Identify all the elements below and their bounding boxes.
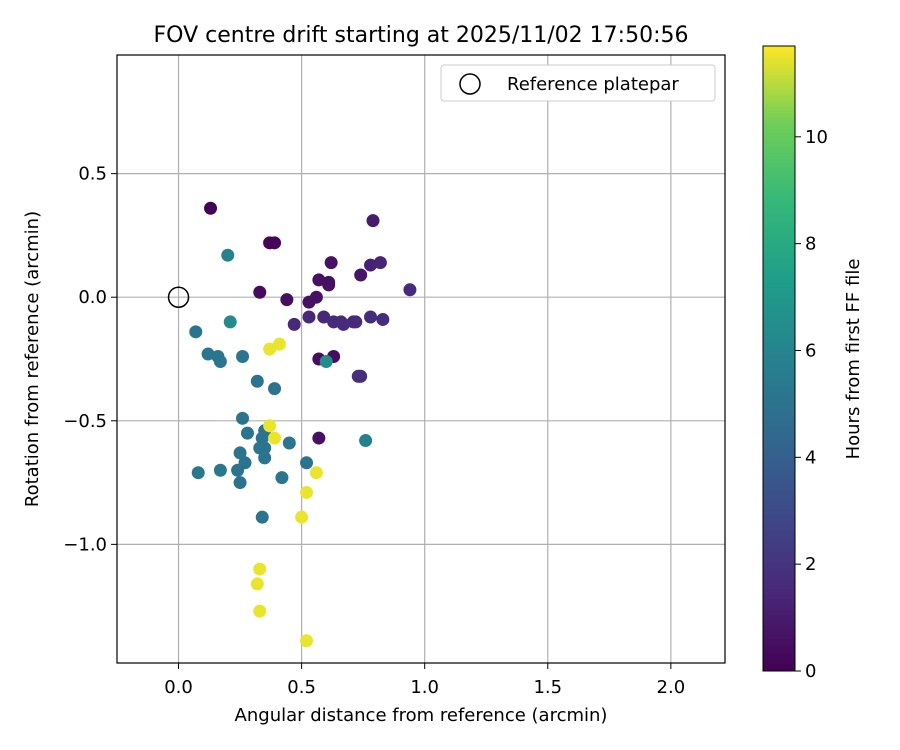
data-point <box>354 268 368 282</box>
data-point <box>258 451 272 465</box>
colorbar-tick-label: 2 <box>805 554 816 575</box>
data-point <box>263 419 277 433</box>
data-point <box>268 236 282 250</box>
reference-platepar-marker <box>167 286 190 308</box>
data-point <box>309 290 323 304</box>
data-point <box>317 310 331 324</box>
data-point <box>324 256 338 270</box>
data-point <box>364 258 378 272</box>
data-point <box>231 463 245 477</box>
data-point <box>322 275 336 289</box>
y-tick-label: 0.0 <box>78 287 107 308</box>
reference-marker-layer <box>167 286 190 308</box>
data-point <box>233 476 247 490</box>
x-tick-label: 0.5 <box>287 677 316 698</box>
data-point <box>253 562 267 576</box>
plot-frame <box>116 54 726 664</box>
data-point <box>236 411 250 425</box>
x-tick-label: 2.0 <box>657 677 686 698</box>
grid-layer <box>117 55 725 663</box>
data-point <box>223 315 237 329</box>
colorbar-tick-label: 8 <box>805 234 816 255</box>
data-point <box>366 214 380 228</box>
y-tick-label: −1.0 <box>63 534 107 555</box>
data-point <box>268 431 282 445</box>
data-point <box>189 325 203 339</box>
data-point <box>287 317 301 331</box>
data-point <box>373 256 387 270</box>
data-point <box>213 463 227 477</box>
x-axis-label: Angular distance from reference (arcmin) <box>235 705 608 726</box>
legend-box <box>440 64 716 102</box>
data-point <box>250 577 264 591</box>
data-point <box>213 354 227 368</box>
x-tick-label: 1.0 <box>410 677 439 698</box>
data-point <box>255 431 269 445</box>
legend-label: Reference platepar <box>507 74 679 95</box>
data-point <box>376 312 390 326</box>
y-tick-label: −0.5 <box>63 411 107 432</box>
data-point <box>282 436 296 450</box>
data-point <box>272 337 286 351</box>
colorbar-ticks: 0 2 4 6 8 10 <box>795 127 828 682</box>
data-point <box>300 456 314 470</box>
data-point <box>263 342 277 356</box>
y-axis-ticks: 0.5 0.0 −0.5 −1.0 <box>63 164 117 555</box>
data-point <box>191 466 205 480</box>
colorbar-label: Hours from first FF file <box>843 259 864 460</box>
x-tick-label: 1.5 <box>533 677 562 698</box>
data-point <box>336 317 350 331</box>
colorbar-tick-label: 0 <box>805 661 816 682</box>
data-point <box>258 441 272 455</box>
x-tick-label: 0.0 <box>164 677 193 698</box>
colorbar <box>762 45 796 672</box>
data-points <box>189 201 417 648</box>
data-point <box>359 434 373 448</box>
colorbar-tick-label: 6 <box>805 340 816 361</box>
y-axis-label: Rotation from reference (arcmin) <box>22 211 43 507</box>
data-point <box>275 471 289 485</box>
data-point <box>300 634 314 648</box>
data-point <box>312 431 326 445</box>
data-point <box>403 283 417 297</box>
chart-title: FOV centre drift starting at 2025/11/02 … <box>154 23 689 48</box>
data-point <box>233 446 247 460</box>
colorbar-tick-label: 4 <box>805 447 816 468</box>
data-point <box>312 273 326 287</box>
data-point <box>250 374 264 388</box>
legend: Reference platepar <box>440 64 716 102</box>
data-point <box>236 350 250 364</box>
y-tick-label: 0.5 <box>78 164 107 185</box>
data-point <box>255 510 269 524</box>
data-point <box>221 248 235 262</box>
data-point <box>364 310 378 324</box>
data-point <box>268 382 282 396</box>
data-point <box>253 285 267 299</box>
data-point <box>280 293 294 307</box>
data-point <box>204 201 218 215</box>
data-point <box>349 315 363 329</box>
data-point <box>295 510 309 524</box>
data-point <box>302 310 316 324</box>
data-point <box>354 369 368 383</box>
legend-reference-marker <box>459 73 481 95</box>
data-point <box>240 426 254 440</box>
data-point <box>201 347 215 361</box>
data-point <box>253 604 267 618</box>
x-axis-ticks: 0.0 0.5 1.0 1.5 2.0 <box>164 663 685 698</box>
colorbar-tick-label: 10 <box>805 127 828 148</box>
data-point <box>309 466 323 480</box>
data-point <box>319 354 333 368</box>
data-point <box>300 485 314 499</box>
